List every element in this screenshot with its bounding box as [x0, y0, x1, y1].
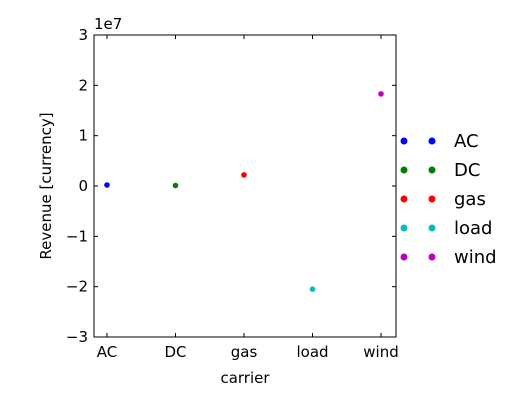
y-tick-label: −3 — [66, 328, 88, 346]
y-axis-label: Revenue [currency] — [37, 112, 55, 259]
y-tick-label: −2 — [66, 278, 88, 296]
x-tick-label: wind — [363, 343, 398, 361]
legend-marker-gas — [400, 195, 408, 203]
y-tick-label: −1 — [66, 227, 88, 245]
data-point-gas — [241, 172, 247, 178]
legend-marker-AC — [428, 137, 436, 145]
x-tick-label: DC — [164, 343, 186, 361]
data-points — [104, 91, 384, 292]
legend-marker-DC — [400, 166, 408, 174]
plot-frame — [93, 34, 397, 338]
legend: AC DC gas load wind — [400, 131, 497, 268]
legend-label-gas: gas — [454, 189, 486, 210]
x-tick-label: gas — [231, 343, 258, 361]
y-tick-label: 2 — [78, 76, 88, 94]
x-axis-label: carrier — [220, 369, 270, 387]
legend-label-AC: AC — [454, 131, 479, 152]
legend-marker-AC — [400, 137, 408, 145]
data-point-wind — [378, 91, 384, 97]
legend-marker-wind — [400, 253, 408, 261]
y-tick-label: 1 — [78, 127, 88, 145]
legend-marker-wind — [428, 253, 436, 261]
y-tick-label: 3 — [78, 26, 88, 44]
x-tick-label: AC — [97, 343, 117, 361]
y-axis-ticks: −3 −2 −1 0 1 2 3 — [66, 26, 396, 346]
legend-marker-load — [428, 224, 436, 232]
legend-marker-gas — [428, 195, 436, 203]
data-point-load — [309, 286, 316, 292]
data-point-AC — [104, 182, 110, 188]
data-point-DC — [172, 182, 179, 189]
legend-label-wind: wind — [454, 247, 497, 268]
y-tick-label: 0 — [78, 177, 88, 195]
legend-label-load: load — [454, 218, 492, 239]
legend-marker-DC — [428, 166, 436, 174]
x-tick-label: load — [296, 343, 328, 361]
y-axis-exponent: 1e7 — [94, 15, 122, 33]
x-axis-ticks: AC DC gas load wind — [97, 35, 399, 361]
plot-area — [93, 34, 397, 338]
legend-marker-load — [400, 224, 408, 232]
legend-label-DC: DC — [454, 160, 480, 181]
